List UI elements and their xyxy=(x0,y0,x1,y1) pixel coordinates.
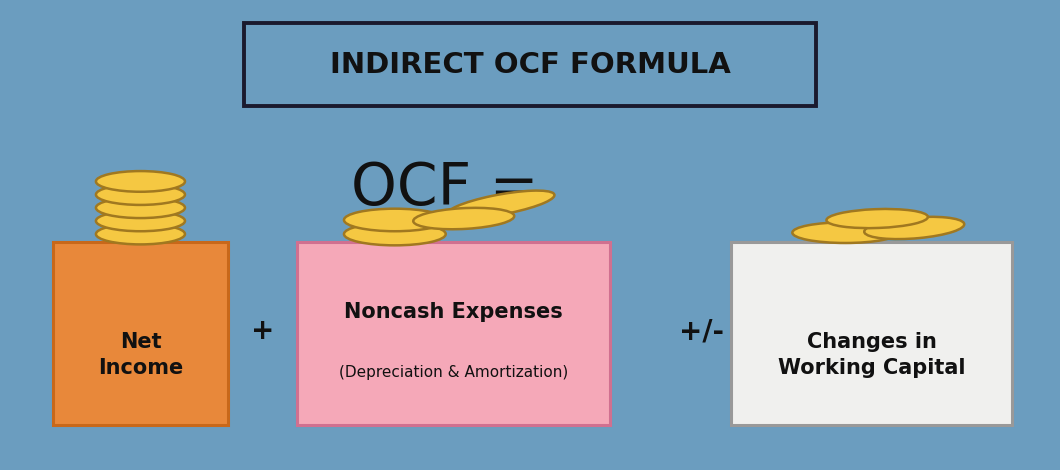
Ellipse shape xyxy=(343,209,446,231)
FancyBboxPatch shape xyxy=(297,242,610,425)
Ellipse shape xyxy=(96,184,186,205)
Text: INDIRECT OCF FORMULA: INDIRECT OCF FORMULA xyxy=(330,51,730,78)
Text: +: + xyxy=(251,317,275,345)
Text: Net
Income: Net Income xyxy=(98,332,183,378)
Ellipse shape xyxy=(827,209,928,228)
FancyBboxPatch shape xyxy=(244,24,816,106)
Ellipse shape xyxy=(343,223,446,245)
FancyBboxPatch shape xyxy=(731,242,1012,425)
Text: OCF =: OCF = xyxy=(352,159,538,217)
Text: Noncash Expenses: Noncash Expenses xyxy=(343,302,563,322)
Ellipse shape xyxy=(96,211,186,231)
Text: +/-: +/- xyxy=(679,317,724,345)
Ellipse shape xyxy=(96,171,186,192)
FancyBboxPatch shape xyxy=(53,242,228,425)
Text: Changes in
Working Capital: Changes in Working Capital xyxy=(778,332,966,378)
Ellipse shape xyxy=(96,197,186,218)
Ellipse shape xyxy=(447,191,554,218)
Ellipse shape xyxy=(792,222,899,243)
Text: (Depreciation & Amortization): (Depreciation & Amortization) xyxy=(338,366,568,381)
Ellipse shape xyxy=(96,224,186,244)
Ellipse shape xyxy=(413,208,514,229)
Ellipse shape xyxy=(864,217,965,239)
